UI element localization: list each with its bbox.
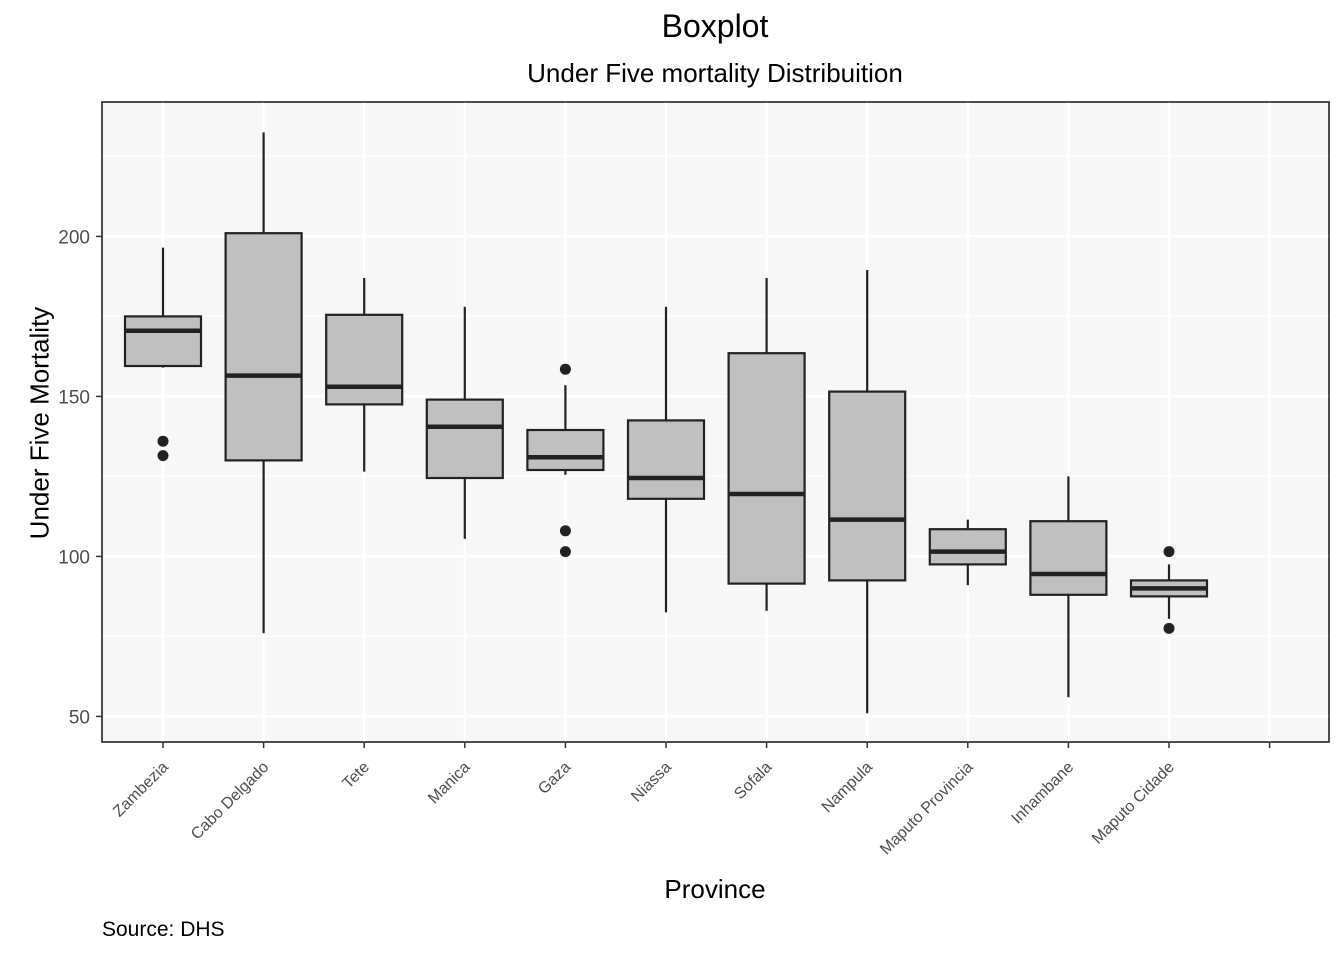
plot-panel [101, 101, 1330, 743]
box-iqr [425, 398, 504, 480]
x-tick-label: Cabo Delgado [188, 759, 272, 843]
x-axis: Zambezia Cabo Delgado Tete Manica Gaza Niassa… [110, 742, 1271, 859]
box-iqr [928, 528, 1007, 566]
x-tick-label: Gaza [535, 759, 574, 798]
box-iqr [123, 315, 203, 368]
x-tick-label: Manica [425, 759, 474, 808]
chart-caption: Source: DHS [102, 918, 225, 941]
x-tick-label: Maputo Provincia [877, 759, 977, 859]
box-iqr [828, 390, 907, 582]
box-series [123, 132, 1209, 714]
box-iqr [626, 419, 706, 500]
outlier-point [157, 450, 169, 462]
box-iqr [727, 352, 806, 585]
y-axis: 50 100 150 200 [58, 227, 102, 728]
x-tick-label: Niassa [628, 759, 675, 806]
box-iqr [1029, 520, 1108, 596]
y-tick-label: 50 [69, 707, 90, 728]
x-tick-label: Nampula [819, 759, 876, 816]
plot-border [101, 101, 1330, 743]
x-tick-label: Inhambane [1009, 759, 1078, 828]
y-tick-label: 100 [58, 547, 90, 568]
y-tick-label: 200 [58, 227, 90, 248]
minor-gridlines [102, 155, 1329, 637]
x-tick-label: Tete [340, 759, 373, 792]
y-axis-label: Under Five Mortality [24, 306, 55, 540]
box-iqr [526, 428, 605, 472]
outlier-point [559, 525, 571, 537]
y-tick-label: 150 [58, 387, 90, 408]
outlier-point [559, 546, 571, 558]
chart-subtitle: Under Five mortality Distribuition [527, 58, 903, 88]
outlier-point [1163, 546, 1175, 558]
outlier-point [1163, 622, 1175, 634]
box-iqr [224, 232, 303, 462]
x-tick-label: Sofala [731, 759, 775, 803]
x-tick-label: Maputo Cidade [1089, 759, 1178, 848]
chart-title: Boxplot [661, 8, 769, 44]
outlier-point [559, 363, 571, 375]
outlier-point [157, 435, 169, 447]
x-axis-label: Province [664, 874, 766, 904]
box-iqr [325, 313, 404, 406]
x-tick-label: Zambezia [110, 759, 172, 821]
